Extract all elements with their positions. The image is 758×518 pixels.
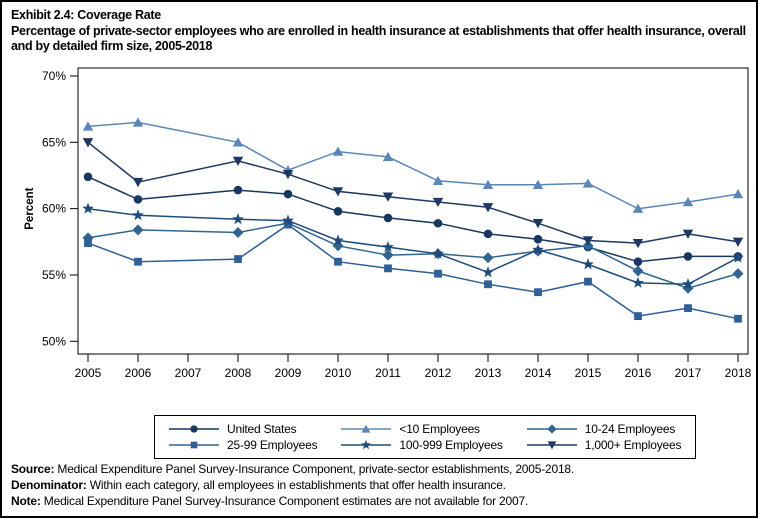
chart-title: Exhibit 2.4: Coverage Rate: [11, 8, 161, 22]
series-line: [87, 222, 739, 289]
series-10-employees: [82, 117, 744, 213]
x-tick-label: 2013: [475, 366, 502, 380]
x-tick-label: 2005: [75, 366, 102, 380]
footnote-note: Note: Medical Expenditure Panel Survey-I…: [11, 493, 755, 509]
footnote-denominator: Denominator: Within each category, all e…: [11, 477, 755, 493]
x-tick-label: 2018: [725, 366, 752, 380]
y-axis-title: Percent: [24, 187, 36, 229]
y-tick-label: 55%: [42, 268, 66, 282]
x-tick-label: 2007: [175, 366, 202, 380]
series-25-99-employees: [84, 220, 742, 323]
footnote-note-text: Medical Expenditure Panel Survey-Insuran…: [40, 494, 529, 508]
x-tick-label: 2014: [525, 366, 552, 380]
triangle-up-marker-icon: [341, 424, 392, 433]
x-tick-label: 2006: [125, 366, 152, 380]
y-tick-label: 50%: [42, 334, 66, 348]
legend-label: 100-999 Employees: [399, 438, 503, 452]
legend: United States <10 Employees 10-24 Employee…: [154, 415, 697, 459]
x-tick-label: 2009: [275, 366, 302, 380]
footnotes: Source: Medical Expenditure Panel Survey…: [11, 461, 755, 509]
series-1-000-employees: [82, 138, 744, 249]
series-line: [87, 121, 739, 210]
y-tick-label: 70%: [42, 69, 66, 83]
footnote-source: Source: Medical Expenditure Panel Survey…: [11, 461, 755, 477]
x-axis: 2005 2006 2007 2008 2009 2010 2011 2012 2013 2014…: [75, 354, 752, 380]
legend-label: United States: [227, 422, 297, 436]
legend-label: <10 Employees: [399, 422, 480, 436]
title-block: Exhibit 2.4: Coverage Rate Percentage of…: [11, 8, 755, 55]
square-marker-icon: [169, 441, 219, 449]
x-tick-label: 2015: [575, 366, 602, 380]
series-100-999-employees: [82, 202, 744, 290]
series-line: [87, 176, 738, 263]
footnote-source-text: Medical Expenditure Panel Survey-Insuran…: [54, 462, 575, 476]
x-tick-label: 2010: [325, 366, 352, 380]
x-tick-label: 2008: [225, 366, 252, 380]
footnote-denominator-label: Denominator:: [11, 478, 87, 492]
legend-item-10-employees: <10 Employees: [341, 422, 502, 436]
legend-label: 25-99 Employees: [227, 438, 318, 452]
series-united-states: [83, 172, 743, 267]
star-marker-icon: [341, 439, 392, 450]
legend-item-10-24-employees: 10-24 Employees: [526, 422, 682, 436]
legend-item-united-states: United States: [169, 422, 317, 436]
footnote-note-label: Note:: [11, 494, 41, 508]
y-axis: 70% 65% 60% 55% 50% Percent: [24, 69, 78, 348]
y-tick-label: 60%: [42, 202, 66, 216]
x-tick-label: 2011: [375, 366, 401, 380]
footnote-source-label: Source:: [11, 462, 55, 476]
legend-label: 10-24 Employees: [584, 422, 676, 436]
plot-frame: [77, 67, 749, 355]
legend-label: 1,000+ Employees: [584, 438, 682, 452]
x-tick-label: 2017: [675, 366, 702, 380]
diamond-marker-icon: [526, 424, 577, 434]
legend-item-100-999-employees: 100-999 Employees: [341, 438, 503, 452]
chart-area: 70% 65% 60% 55% 50% Percent 2005 2006 2007 2008 20…: [2, 2, 756, 402]
y-tick-label: 65%: [42, 135, 66, 149]
legend-item-25-99-employees: 25-99 Employees: [169, 438, 318, 452]
series-line: [87, 141, 739, 244]
x-tick-label: 2016: [625, 366, 652, 380]
chart-subtitle: Percentage of private-sector employees w…: [11, 23, 746, 54]
circle-marker-icon: [169, 425, 219, 433]
legend-item-1-000-employees: 1,000+ Employees: [526, 438, 682, 452]
triangle-down-marker-icon: [526, 441, 577, 450]
footnote-denominator-text: Within each category, all employees in e…: [86, 478, 506, 492]
x-tick-label: 2012: [425, 366, 452, 380]
